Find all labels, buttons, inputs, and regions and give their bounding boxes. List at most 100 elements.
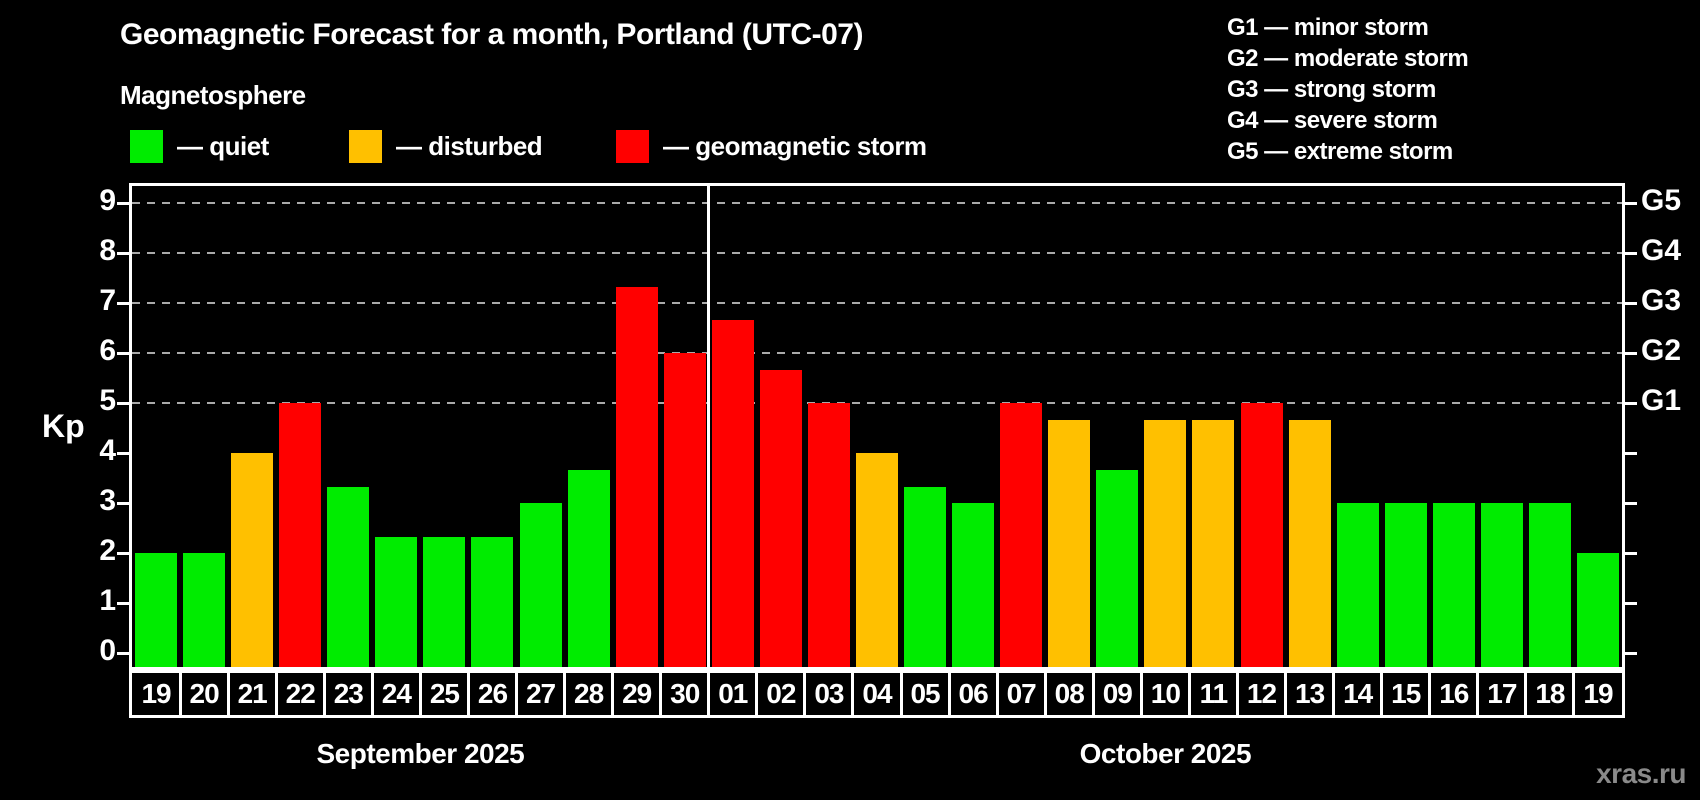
storm-scale-legend: G1 — minor storm G2 — moderate storm G3 — … — [1227, 12, 1469, 167]
g-tick — [1625, 301, 1637, 305]
kp-bar — [375, 536, 418, 667]
kp-bar — [1336, 503, 1379, 667]
g-tick — [1625, 551, 1637, 555]
kp-bar — [1528, 503, 1571, 667]
y-tick — [117, 351, 129, 355]
y-tick — [117, 301, 129, 305]
day-cell-separator — [1091, 673, 1095, 715]
g-tick — [1625, 351, 1637, 355]
day-label: 07 — [1006, 678, 1037, 709]
y-tick — [117, 251, 129, 255]
day-cell-separator — [1043, 673, 1047, 715]
kp-bar — [904, 486, 947, 667]
plot-area — [129, 183, 1625, 670]
kp-bar — [327, 486, 370, 667]
storm-scale-item-g2: G2 — moderate storm — [1227, 45, 1469, 72]
y-tick-label: 4 — [99, 434, 116, 467]
kp-bar — [1240, 403, 1283, 667]
magnetosphere-label: Magnetosphere — [120, 80, 306, 110]
month-label-1: October 2025 — [1079, 738, 1252, 769]
kp-bar — [135, 553, 178, 667]
day-cell-separator — [178, 673, 182, 715]
day-label: 16 — [1439, 678, 1469, 709]
kp-bar — [1576, 553, 1619, 667]
day-label: 13 — [1295, 678, 1325, 709]
day-cell-separator — [851, 673, 855, 715]
y-tick-label: 9 — [99, 184, 116, 217]
day-label: 28 — [574, 678, 604, 709]
day-label: 18 — [1535, 678, 1565, 709]
y-tick — [117, 501, 129, 505]
kp-bar — [663, 353, 706, 667]
g-scale-label-g5: G5 — [1641, 184, 1682, 217]
legend-swatch-disturbed-icon — [349, 129, 382, 163]
kp-bar — [759, 369, 802, 667]
gridline-kp9 — [132, 202, 1622, 204]
day-label: 29 — [622, 678, 652, 709]
g-scale-label-g1: G1 — [1641, 384, 1682, 417]
y-tick — [117, 451, 129, 455]
day-label: 11 — [1199, 678, 1229, 709]
month-label-0: September 2025 — [316, 738, 525, 769]
legend-item-disturbed: — disturbed — [349, 128, 543, 164]
y-axis-label: Kp — [42, 408, 85, 444]
y-tick — [117, 401, 129, 405]
day-cell-separator — [995, 673, 999, 715]
day-label: 20 — [189, 678, 220, 709]
day-label: 09 — [1102, 678, 1133, 709]
page-title: Geomagnetic Forecast for a month, Portla… — [120, 18, 863, 51]
month-divider — [707, 186, 711, 667]
g-scale-label-g2: G2 — [1641, 334, 1682, 367]
day-label: 05 — [910, 678, 940, 709]
day-label: 25 — [429, 678, 460, 709]
legend-item-storm: — geomagnetic storm — [616, 128, 927, 164]
y-tick — [117, 551, 129, 555]
kp-bar — [1480, 503, 1523, 667]
day-label: 23 — [333, 678, 364, 709]
day-label: 01 — [718, 678, 748, 709]
gridline-kp7 — [132, 302, 1622, 304]
g-tick — [1625, 601, 1637, 605]
day-label: 08 — [1054, 678, 1085, 709]
y-tick-label: 8 — [99, 234, 116, 267]
y-tick-label: 0 — [99, 634, 116, 667]
g-tick — [1625, 251, 1637, 255]
day-cell-separator — [1476, 673, 1480, 715]
day-label: 24 — [381, 678, 412, 709]
kp-bar — [423, 536, 466, 667]
legend-label-quiet: — quiet — [177, 130, 269, 161]
day-cell-separator — [899, 673, 903, 715]
g-scale-label-g3: G3 — [1641, 284, 1682, 317]
day-cell-separator — [1524, 673, 1528, 715]
day-cell-separator — [418, 673, 422, 715]
y-tick — [117, 201, 129, 205]
day-cell-separator — [322, 673, 326, 715]
day-cell-separator — [1428, 673, 1432, 715]
day-label: 10 — [1150, 678, 1181, 709]
kp-bar — [1288, 419, 1331, 667]
day-cell-separator — [563, 673, 567, 715]
day-label: 03 — [814, 678, 844, 709]
day-label: 12 — [1246, 678, 1277, 709]
day-cell-separator — [659, 673, 663, 715]
kp-bar — [231, 453, 274, 667]
day-label: 19 — [141, 678, 171, 709]
storm-scale-item-g4: G4 — severe storm — [1227, 107, 1438, 134]
day-label: 15 — [1391, 678, 1421, 709]
kp-bar — [567, 469, 610, 667]
kp-bar — [1432, 503, 1475, 667]
kp-bar — [1048, 419, 1091, 667]
legend-item-quiet: — quiet — [130, 128, 269, 164]
day-cell-separator — [1332, 673, 1336, 715]
legend-label-disturbed: — disturbed — [396, 130, 543, 161]
day-cell-separator — [611, 673, 615, 715]
legend-swatch-quiet-icon — [130, 129, 163, 163]
gridline-kp6 — [132, 352, 1622, 354]
day-cell-separator — [1380, 673, 1384, 715]
day-cell-separator — [370, 673, 374, 715]
kp-bar — [856, 453, 898, 667]
day-label: 04 — [862, 678, 892, 709]
g-tick — [1625, 451, 1637, 455]
status-legend: — quiet — disturbed — geomagnetic storm — [0, 128, 1000, 168]
